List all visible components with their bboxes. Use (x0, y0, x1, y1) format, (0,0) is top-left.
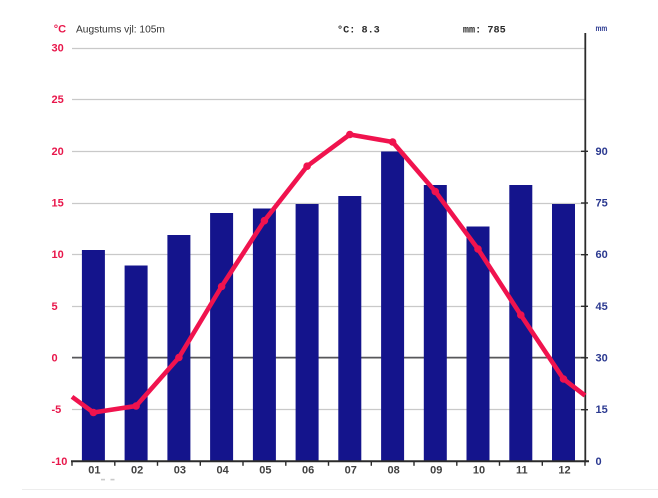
svg-text:30: 30 (596, 352, 608, 364)
svg-text:01: 01 (88, 465, 100, 477)
svg-text:-10: -10 (52, 456, 68, 468)
svg-text:10: 10 (52, 249, 64, 261)
svg-text:-5: -5 (52, 404, 62, 416)
svg-text:15: 15 (596, 404, 608, 416)
svg-text:30: 30 (52, 43, 64, 55)
svg-text:Augstums vjl: 105m: Augstums vjl: 105m (76, 24, 165, 35)
svg-text:25: 25 (52, 94, 64, 106)
svg-text:°C: 8.3: °C: 8.3 (337, 24, 380, 36)
svg-text:08: 08 (387, 465, 399, 477)
svg-text:02: 02 (131, 465, 143, 477)
svg-text:45: 45 (596, 301, 608, 313)
svg-text:05: 05 (259, 465, 271, 477)
svg-text:10: 10 (473, 465, 485, 477)
svg-text:20: 20 (52, 146, 64, 158)
svg-text:mm: 785: mm: 785 (463, 25, 506, 36)
svg-text:07: 07 (345, 465, 357, 477)
svg-text:°C: °C (54, 23, 66, 35)
svg-text:mm: mm (596, 23, 608, 33)
svg-text:5: 5 (52, 301, 58, 313)
svg-text:09: 09 (430, 465, 442, 477)
svg-text:04: 04 (216, 465, 229, 477)
svg-text:06: 06 (302, 465, 314, 477)
svg-text:75: 75 (596, 198, 608, 210)
svg-text:0: 0 (52, 352, 58, 364)
svg-text:03: 03 (174, 465, 186, 477)
svg-text:12: 12 (558, 465, 570, 477)
svg-text:60: 60 (596, 249, 608, 261)
svg-text:15: 15 (52, 198, 64, 210)
svg-text:0: 0 (596, 456, 602, 468)
svg-text:11: 11 (516, 465, 528, 477)
svg-text:90: 90 (596, 146, 608, 158)
